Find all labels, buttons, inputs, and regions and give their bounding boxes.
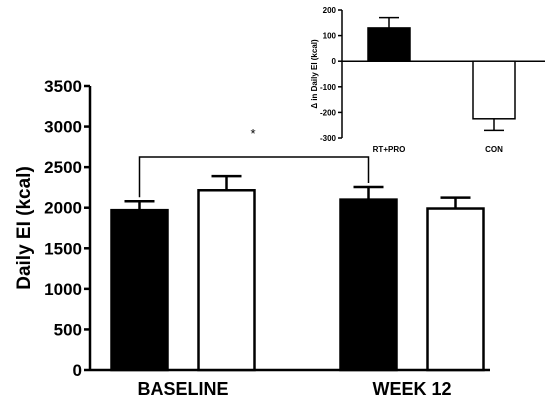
- inset-bar: [367, 27, 411, 62]
- inset-y-axis-label: Δ in Daily EI (kcal): [310, 39, 319, 109]
- inset-y-tick-label: -300: [320, 134, 337, 143]
- main-bar: [426, 207, 485, 372]
- main-y-tick-label: 2000: [44, 199, 82, 218]
- inset-y-tick-label: -200: [320, 108, 337, 117]
- inset-y-tick-label: 100: [323, 32, 337, 41]
- inset-bar: [472, 60, 516, 120]
- main-y-tick-label: 3500: [44, 77, 82, 96]
- main-y-tick-label: 3000: [44, 118, 82, 137]
- main-y-tick-label: 0: [73, 361, 82, 380]
- main-x-category-label: WEEK 12: [372, 379, 451, 399]
- main-x-category-label: BASELINE: [137, 379, 228, 399]
- main-y-tick-label: 500: [54, 320, 82, 339]
- main-bar: [339, 198, 398, 372]
- significance-bracket: [138, 156, 370, 198]
- main-y-tick-label: 2500: [44, 158, 82, 177]
- inset-y-tick-label: -100: [320, 83, 337, 92]
- inset-y-tick-label: 200: [323, 6, 337, 15]
- inset-y-tick-label: 0: [332, 57, 337, 66]
- main-bar: [110, 208, 169, 372]
- main-bar: [197, 189, 256, 372]
- main-y-axis-label: Daily EI (kcal): [14, 166, 35, 290]
- main-y-tick-label: 1000: [44, 280, 82, 299]
- inset-x-category-label: CON: [485, 145, 503, 154]
- inset-x-category-label: RT+PRO: [373, 145, 406, 154]
- inset-chart-panel: -300 -200 -100 0 100 200 Δ in Daily EI (kcal) R…: [310, 6, 545, 154]
- significance-marker: *: [250, 126, 255, 141]
- main-y-tick-label: 1500: [44, 239, 82, 258]
- main-chart-panel: 0 500 1000 1500 2000 2500 3000 3500 Daily EI (kc…: [14, 77, 490, 399]
